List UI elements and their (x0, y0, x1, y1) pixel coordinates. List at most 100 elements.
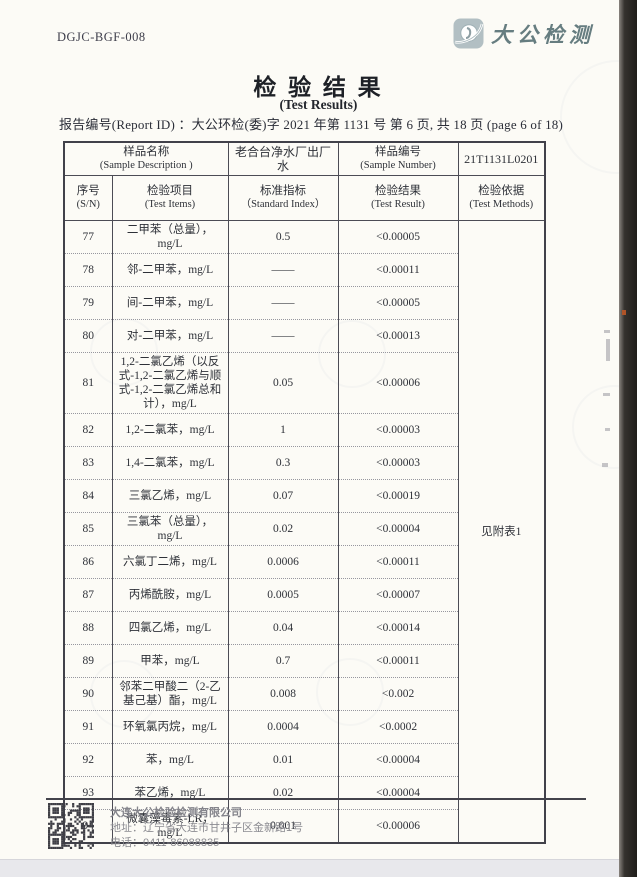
cell-sn: 82 (63, 413, 113, 447)
page-title: 检 验 结 果 (253, 75, 384, 100)
cell-result: <0.00011 (337, 644, 459, 678)
sample-description-label: 样品名称 (Sample Description ) (63, 141, 229, 176)
table-row: 84 三氯乙烯，mg/L 0.07 <0.00019 (63, 479, 545, 513)
cell-standard: —— (227, 286, 339, 320)
cell-result: <0.00019 (337, 479, 459, 513)
report-id-line: 报告编号(Report ID) ：大公环检(委)字 2021 年第 1131 号… (59, 117, 564, 132)
cell-item: 丙烯酰胺，mg/L (111, 578, 229, 612)
cell-standard: 0.02 (227, 776, 339, 810)
col-header-methods: 检验依据 (Test Methods) (457, 175, 546, 221)
cell-result: <0.0002 (337, 710, 459, 744)
cell-standard: —— (227, 319, 339, 353)
cell-sn: 87 (63, 578, 113, 612)
cell-standard: 0.7 (227, 644, 339, 678)
cell-sn: 91 (63, 710, 113, 744)
cell-result: <0.00014 (337, 611, 459, 645)
col-header-standard: 标准指标 （Standard Index） (227, 175, 339, 221)
cell-result: <0.00004 (337, 512, 459, 546)
cell-item: 六氯丁二烯，mg/L (111, 545, 229, 579)
cell-standard: 0.0006 (227, 545, 339, 579)
cell-result: <0.00006 (337, 352, 459, 414)
table-row: 90 邻苯二甲酸二（2-乙基己基）酯，mg/L 0.008 <0.002 (63, 677, 545, 711)
footer-contact: 大连大公检验检测有限公司 地址：辽宁省大连市甘井子区金新路1号 电话：0411-… (110, 806, 303, 851)
scan-right-edge (619, 0, 637, 877)
table-row: 82 1,2-二氯苯，mg/L 1 <0.00003 (63, 413, 545, 447)
cell-sn: 90 (63, 677, 113, 711)
cell-standard: 0.0005 (227, 578, 339, 612)
cell-standard: 0.3 (227, 446, 339, 480)
cell-standard: 0.001 (227, 809, 339, 843)
cell-standard: 0.07 (227, 479, 339, 513)
cell-standard: —— (227, 253, 339, 287)
table-row: 83 1,4-二氯苯，mg/L 0.3 <0.00003 (63, 446, 545, 480)
cell-standard: 0.5 (227, 220, 339, 254)
table-row: 92 苯，mg/L 0.01 <0.00004 (63, 743, 545, 777)
scan-artifact (605, 428, 610, 431)
cell-result: <0.00005 (337, 286, 459, 320)
cell-item: 甲苯，mg/L (111, 644, 229, 678)
table-row: 91 环氧氯丙烷，mg/L 0.0004 <0.0002 (63, 710, 545, 744)
table-row: 88 四氯乙烯，mg/L 0.04 <0.00014 (63, 611, 545, 645)
cell-standard: 0.05 (227, 352, 339, 414)
cell-standard: 0.0004 (227, 710, 339, 744)
cell-result: <0.00003 (337, 413, 459, 447)
cell-item: 对-二甲苯，mg/L (111, 319, 229, 353)
cell-result: <0.00006 (337, 809, 459, 843)
cell-item: 1,2-二氯乙烯（以反式-1,2-二氯乙烯与顺式-1,2-二氯乙烯总和计），mg… (111, 352, 229, 414)
cell-standard: 0.02 (227, 512, 339, 546)
table-row: 79 间-二甲苯，mg/L —— <0.00005 (63, 286, 545, 320)
sample-number-label: 样品编号 (Sample Number) (337, 141, 459, 176)
table-row: 89 甲苯，mg/L 0.7 <0.00011 (63, 644, 545, 678)
table-row: 86 六氯丁二烯，mg/L 0.0006 <0.00011 (63, 545, 545, 579)
company-address: 地址：辽宁省大连市甘井子区金新路1号 (110, 822, 304, 834)
watermark-circle (572, 385, 637, 469)
cell-item: 苯，mg/L (111, 743, 229, 777)
cell-item: 三氯乙烯，mg/L (111, 479, 229, 513)
cell-item: 微囊藻毒素-LR，mg/L (111, 809, 229, 843)
scan-artifact-dot (622, 310, 626, 315)
cell-result: <0.00003 (337, 446, 459, 480)
cell-sn: 86 (63, 545, 113, 579)
cell-sn: 77 (63, 220, 113, 254)
cell-result: <0.00007 (337, 578, 459, 612)
cell-result: <0.00005 (337, 220, 459, 254)
table-row: 87 丙烯酰胺，mg/L 0.0005 <0.00007 (63, 578, 545, 612)
cell-item: 二甲苯（总量），mg/L (111, 220, 229, 254)
cell-item: 1,2-二氯苯，mg/L (111, 413, 229, 447)
cell-item: 环氧氯丙烷，mg/L (111, 710, 229, 744)
cell-result: <0.00011 (337, 545, 459, 579)
cell-item: 苯乙烯，mg/L (111, 776, 229, 810)
cell-result: <0.00004 (337, 743, 459, 777)
cell-standard: 0.008 (227, 677, 339, 711)
footer-divider (46, 798, 586, 800)
table-row: 85 三氯苯（总量），mg/L 0.02 <0.00004 (63, 512, 545, 546)
form-code: DGJC-BGF-008 (57, 30, 146, 44)
company-phone: 电话：0411-86988835 (110, 837, 220, 849)
scan-artifact (603, 393, 610, 396)
cell-result: <0.00013 (337, 319, 459, 353)
table-row: 81 1,2-二氯乙烯（以反式-1,2-二氯乙烯与顺式-1,2-二氯乙烯总和计），… (63, 352, 545, 414)
company-logo: 大公检测 (453, 18, 595, 49)
table-row: 80 对-二甲苯，mg/L —— <0.00013 (63, 319, 545, 353)
cell-item: 邻-二甲苯，mg/L (111, 253, 229, 287)
table-row: 78 邻-二甲苯，mg/L —— <0.00011 (63, 253, 545, 287)
company-name: 大连大公检验检测有限公司 (110, 807, 242, 819)
cell-sn: 88 (63, 611, 113, 645)
cell-item: 四氯乙烯，mg/L (111, 611, 229, 645)
cell-standard: 1 (227, 413, 339, 447)
cell-sn: 92 (63, 743, 113, 777)
cell-result: <0.002 (337, 677, 459, 711)
cell-sn: 81 (63, 352, 113, 414)
column-header-row: 序号 (S/N) 检验项目 (Test Items) 标准指标 （Standard I… (63, 175, 546, 221)
scan-artifact (606, 339, 610, 361)
scan-artifact (602, 463, 608, 467)
cell-standard: 0.01 (227, 743, 339, 777)
sample-number-value: 21T1131L0201 (457, 141, 546, 176)
cell-sn: 80 (63, 319, 113, 353)
results-table: 样品名称 (Sample Description ) 老合台净水厂出厂水 样品编… (63, 141, 547, 844)
cell-item: 1,4-二氯苯，mg/L (111, 446, 229, 480)
cell-result: <0.00011 (337, 253, 459, 287)
col-header-result: 检验结果 (Test Result) (337, 175, 459, 221)
table-row: 77 二甲苯（总量），mg/L 0.5 <0.00005 见附表1 (63, 220, 546, 843)
